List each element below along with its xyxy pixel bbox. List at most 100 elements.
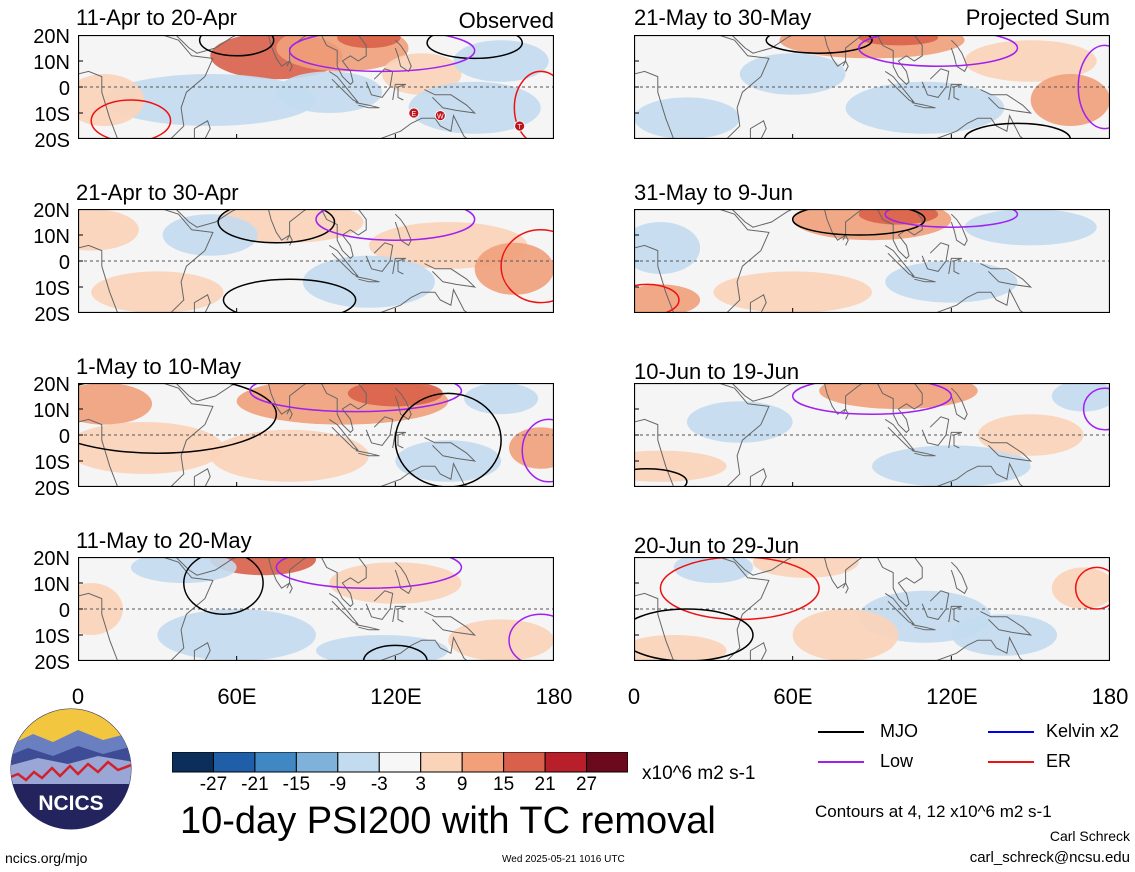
- legend-label-er: ER: [1046, 751, 1072, 771]
- shaded-anomaly: [686, 401, 793, 443]
- coastline: [749, 120, 767, 139]
- coastline: [731, 383, 793, 402]
- panel-title-6: 31-May to 9-Jun: [634, 180, 793, 205]
- contour-line: [183, 557, 264, 615]
- colorbar-tick-label: -27: [199, 774, 228, 795]
- coastline: [379, 114, 469, 139]
- shaded-anomaly: [78, 209, 139, 251]
- shaded-anomaly: [819, 383, 978, 409]
- coastline: [175, 557, 237, 576]
- coastline: [320, 35, 367, 86]
- contour-line: [1074, 566, 1110, 610]
- coastline: [634, 35, 770, 139]
- shaded-anomaly: [395, 440, 502, 482]
- coastline: [328, 418, 359, 452]
- map-layer: [634, 35, 1110, 139]
- coastline: [78, 209, 214, 313]
- map-layer: [78, 557, 554, 661]
- contour-line: [222, 278, 357, 313]
- contour-line: [1077, 44, 1110, 130]
- shaded-anomaly: [91, 271, 224, 313]
- colorbar-tick-label: -15: [282, 774, 311, 795]
- shaded-anomaly: [885, 261, 1018, 303]
- map-layer: [78, 383, 554, 487]
- shaded-anomaly: [964, 40, 1097, 82]
- coastline: [355, 276, 380, 283]
- shaded-anomaly: [162, 214, 258, 256]
- coastline: [424, 611, 477, 636]
- coastline: [876, 35, 923, 86]
- coastline: [911, 624, 936, 631]
- contour-line: [1082, 387, 1110, 431]
- shaded-anomaly: [634, 635, 727, 661]
- site-link[interactable]: ncics.org/mjo: [5, 850, 88, 866]
- coastline: [379, 288, 469, 313]
- panel-2-map: [78, 209, 554, 313]
- coastline: [175, 35, 237, 54]
- y-tick-label: 10N: [33, 226, 70, 248]
- coastline: [424, 263, 477, 288]
- shaded-anomaly: [210, 429, 369, 482]
- tc-marker: [514, 120, 526, 132]
- legend-label-low: Low: [880, 751, 914, 771]
- shaded-anomaly: [316, 635, 449, 661]
- contour-line: [791, 383, 953, 415]
- y-tick-label: 20S: [34, 304, 70, 326]
- shaded-anomaly: [276, 71, 383, 113]
- tc-marker: [408, 107, 420, 119]
- observed-label: Observed: [458, 8, 554, 33]
- panel-5-map: [634, 35, 1110, 139]
- colorbar-segment: [212, 752, 256, 773]
- colorbar: [172, 752, 628, 773]
- panel-4-map: [78, 557, 554, 661]
- shaded-anomaly: [872, 445, 1031, 487]
- shaded-anomaly: [448, 619, 554, 661]
- contour-line: [90, 99, 172, 139]
- ncics-logo: NCICS: [9, 707, 133, 831]
- y-tick-label: 20N: [33, 200, 70, 222]
- colorbar-segment: [172, 752, 214, 773]
- x-tick-label: 120E: [370, 684, 422, 709]
- panel-3-map: [78, 383, 554, 487]
- panel-6-map: [634, 209, 1110, 313]
- coastline: [911, 102, 936, 109]
- coastline: [980, 611, 1033, 636]
- coastline: [193, 468, 211, 487]
- contour-line: [198, 35, 275, 57]
- x-tick-label: 60E: [773, 684, 813, 709]
- legend-swatch-mjo: [818, 731, 864, 733]
- coastline: [320, 383, 367, 434]
- coastline: [842, 59, 849, 72]
- y-tick-label: 10S: [34, 626, 70, 648]
- coastline: [252, 557, 308, 589]
- coastline: [392, 257, 407, 275]
- contour-line: [500, 229, 554, 304]
- coastline: [980, 437, 1033, 462]
- colorbar-segment: [337, 752, 380, 773]
- coastline: [884, 418, 915, 452]
- y-tick-label: 20S: [34, 130, 70, 152]
- coastline: [379, 636, 469, 661]
- colorbar-units: x10^6 m2 s-1: [642, 763, 756, 784]
- coastline: [78, 557, 214, 661]
- panel-1-map: E W T: [78, 35, 554, 139]
- coastline: [935, 636, 1025, 661]
- map-layer: [78, 35, 554, 139]
- contour-line: [249, 383, 463, 413]
- colorbar-tick-label: 21: [534, 774, 556, 795]
- contour-line: [765, 35, 873, 54]
- shaded-anomaly: [713, 271, 872, 313]
- coastline: [980, 263, 1033, 288]
- panel-8-map: [634, 557, 1110, 661]
- tc-marker-label: E: [412, 111, 417, 118]
- coastline: [842, 581, 849, 594]
- shaded-anomaly: [453, 40, 549, 82]
- coastline: [424, 89, 477, 114]
- shaded-anomaly: [130, 557, 237, 583]
- legend-swatch-low: [818, 761, 864, 763]
- contour-line: [634, 468, 688, 487]
- chart-title: 10-day PSI200 with TC removal: [180, 800, 716, 842]
- y-tick-label: 10S: [34, 278, 70, 300]
- contour-line: [884, 209, 1019, 228]
- coastline: [252, 209, 308, 241]
